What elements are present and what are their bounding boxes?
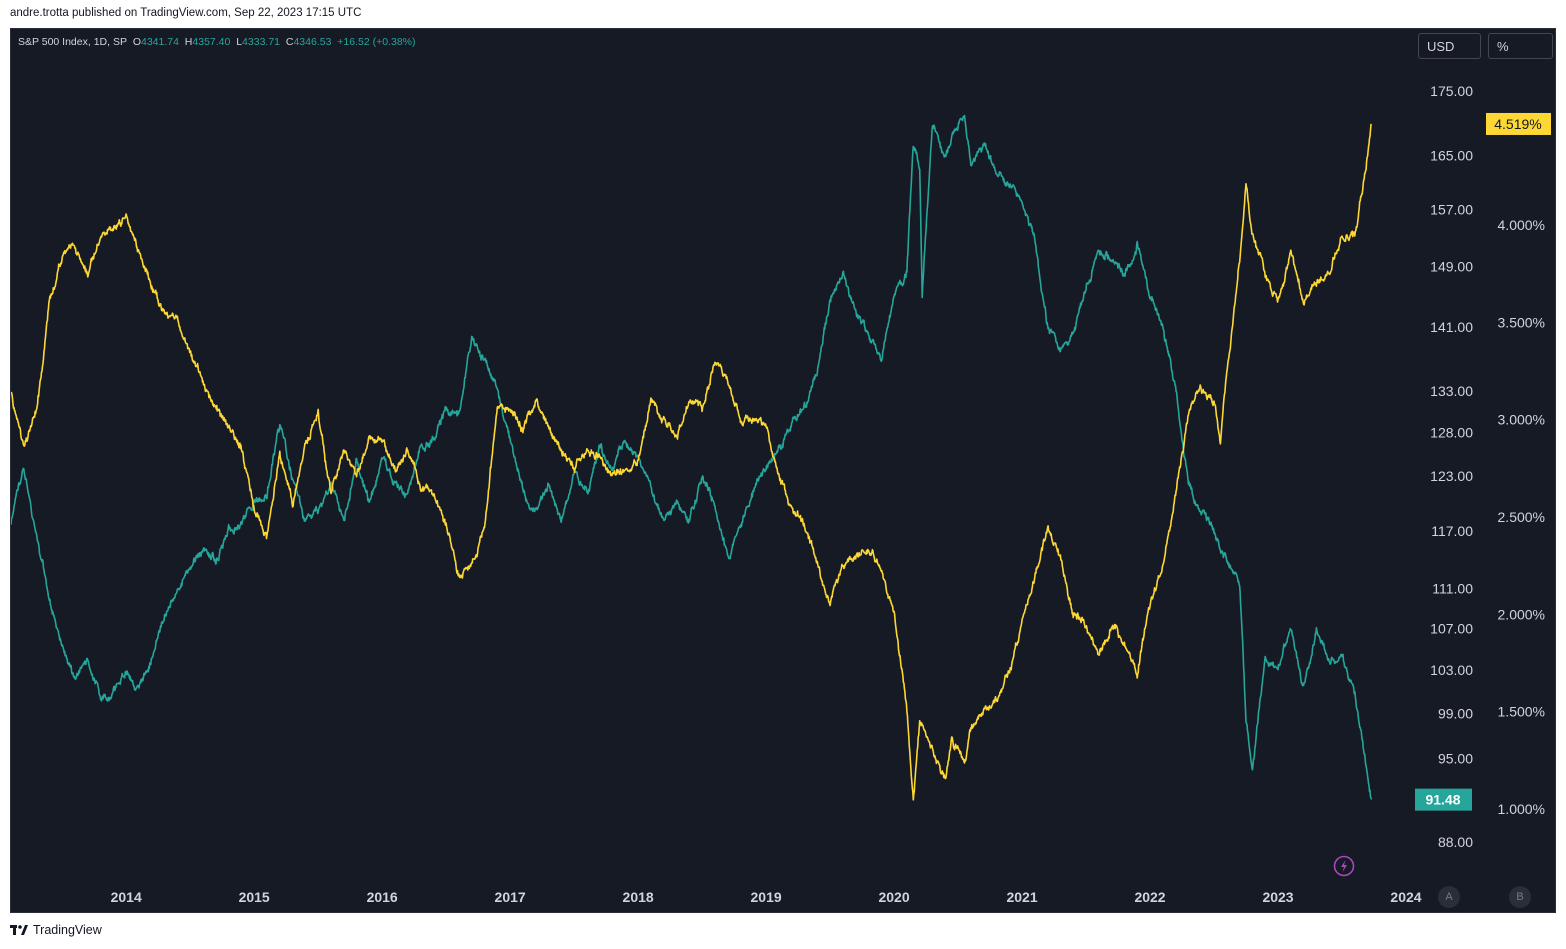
left-tick-label: 103.00	[1430, 662, 1473, 678]
yellow-last-value-label: 4.519%	[1494, 116, 1541, 132]
x-tick-label: 2015	[239, 889, 270, 905]
legend-change-value: +16.52 (+0.38%)	[337, 36, 416, 48]
yellow-series-line[interactable]	[11, 123, 1373, 801]
left-tick-label: 149.00	[1430, 259, 1473, 275]
last-value-labels: 91.48 4.519%	[1415, 112, 1551, 811]
symbol-legend[interactable]: S&P 500 Index, 1D, SP O4341.74 H4357.40 …	[18, 36, 416, 48]
left-tick-label: 165.00	[1430, 147, 1473, 163]
legend-high-value: 4357.40	[192, 36, 231, 48]
right-tick-label: 2.500%	[1498, 509, 1545, 525]
left-tick-label: 123.00	[1430, 468, 1473, 484]
x-tick-label: 2019	[751, 889, 782, 905]
b-button[interactable]: B	[1509, 886, 1531, 908]
chart-pane[interactable]: 2014 2015 2016 2017 2018 2019 2020 2021 2022 2023…	[10, 28, 1556, 913]
legend-close-label: C	[285, 36, 294, 48]
right-tick-label: 2.000%	[1498, 606, 1545, 622]
legend-low-label: L	[236, 36, 243, 48]
legend-high-label: H	[184, 36, 193, 48]
legend-open-value: 4341.74	[140, 36, 179, 48]
yellow-last-value-box	[1486, 112, 1551, 135]
left-tick-label: 99.00	[1438, 705, 1473, 721]
right-tick-label: 4.000%	[1498, 217, 1545, 233]
footer-brand-text: TradingView	[33, 923, 102, 937]
right-tick-label: 3.000%	[1498, 412, 1545, 428]
left-tick-label: 111.00	[1432, 580, 1473, 596]
x-tick-label: 2014	[111, 889, 142, 905]
x-tick-label: 2023	[1262, 889, 1293, 905]
x-tick-label: 2016	[367, 889, 398, 905]
x-tick-label: 2021	[1006, 889, 1037, 905]
left-tick-label: 128.00	[1430, 425, 1473, 441]
price-scale-left[interactable]: 175.00 165.00 157.00 149.00 141.00 133.00 128.…	[1430, 83, 1473, 850]
x-tick-label: 2020	[878, 889, 909, 905]
left-tick-label: 117.00	[1431, 523, 1473, 539]
auto-scale-button[interactable]: A	[1438, 886, 1460, 908]
left-tick-label: 107.00	[1430, 620, 1473, 636]
left-tick-label: 157.00	[1430, 202, 1473, 218]
x-tick-label: 2017	[495, 889, 526, 905]
publish-line: andre.trotta published on TradingView.co…	[10, 7, 362, 19]
tradingview-logo-icon	[10, 925, 28, 935]
teal-last-value-label: 91.48	[1425, 792, 1460, 808]
x-tick-label: 2022	[1134, 889, 1165, 905]
right-tick-label: 1.500%	[1498, 704, 1545, 720]
x-tick-label: 2018	[623, 889, 654, 905]
teal-series-line[interactable]	[11, 114, 1373, 800]
legend-low-value: 4333.71	[242, 36, 281, 48]
legend-symbol: S&P 500 Index, 1D, SP	[18, 36, 127, 48]
left-tick-label: 133.00	[1430, 383, 1473, 399]
left-tick-label: 141.00	[1430, 319, 1473, 335]
legend-close-value: 4346.53	[293, 36, 332, 48]
chart-svg[interactable]: 2014 2015 2016 2017 2018 2019 2020 2021 2022 2023…	[11, 29, 1556, 913]
legend-open-label: O	[132, 36, 141, 48]
right-tick-label: 1.000%	[1498, 801, 1545, 817]
currency-button[interactable]: USD	[1418, 33, 1481, 59]
series-layer	[11, 114, 1373, 801]
alert-icon[interactable]	[1333, 855, 1355, 877]
x-axis: 2014 2015 2016 2017 2018 2019 2020 2021 2022 2023…	[111, 889, 1422, 905]
percent-scale-right[interactable]: 4.000% 3.500% 3.000% 2.500% 2.000% 1.500% 1.00…	[1498, 217, 1545, 817]
x-tick-label: 2024	[1390, 889, 1421, 905]
right-tick-label: 3.500%	[1498, 314, 1545, 330]
left-tick-label: 95.00	[1438, 750, 1473, 766]
left-tick-label: 88.00	[1438, 834, 1473, 850]
teal-last-value-box	[1415, 788, 1472, 811]
left-tick-label: 175.00	[1430, 83, 1473, 99]
footer-brand[interactable]: TradingView	[10, 923, 102, 937]
percent-scale-button[interactable]: %	[1488, 33, 1553, 59]
